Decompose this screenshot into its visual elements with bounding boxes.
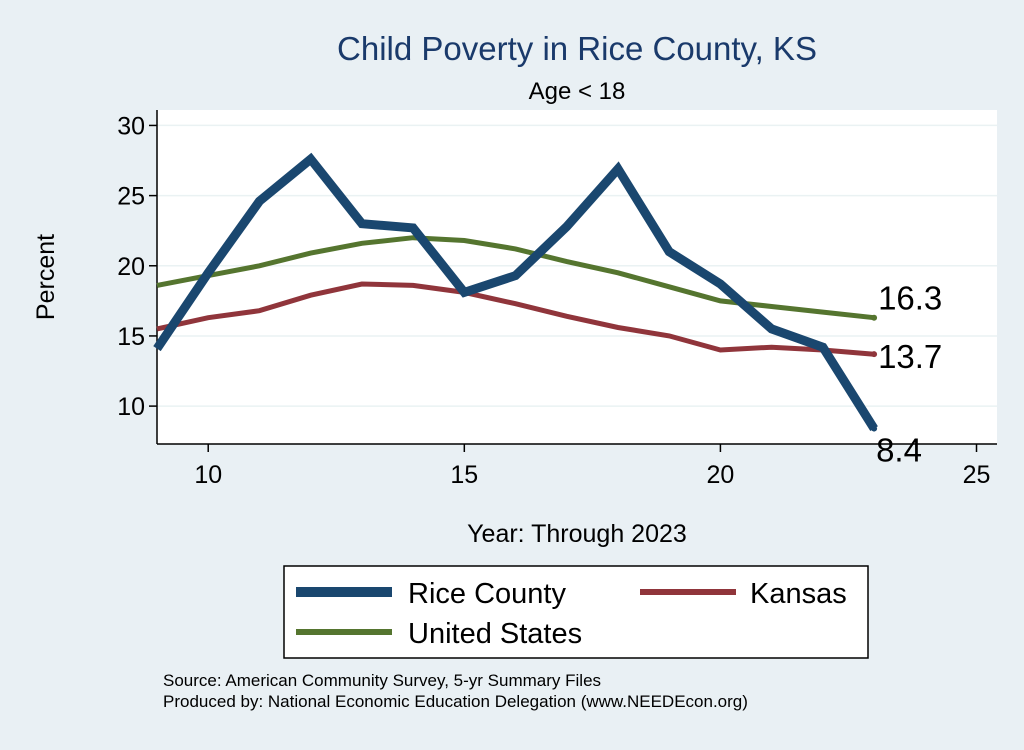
legend: Rice County Kansas United States: [296, 578, 847, 650]
source-line-1: Source: American Community Survey, 5-yr …: [163, 671, 601, 690]
y-tick-label: 25: [117, 183, 145, 211]
legend-box: [283, 565, 869, 659]
x-tick-label: 10: [194, 461, 222, 489]
end-labels: 16.3 13.7 8.4: [876, 280, 942, 469]
x-tick-label: 20: [707, 461, 735, 489]
y-tick-label: 10: [117, 393, 145, 421]
legend-label-0: Rice County: [408, 578, 566, 610]
series-end-marker-1: [871, 351, 878, 358]
y-tick-label: 15: [117, 323, 145, 351]
chart-subtitle: Age < 18: [529, 78, 626, 105]
series-end-marker-0: [871, 425, 878, 432]
legend-label-1: Kansas: [750, 578, 847, 610]
series-line-2: [156, 235, 875, 321]
end-label-2: 16.3: [878, 280, 942, 317]
y-axis-title: Percent: [32, 234, 60, 320]
series-line-1: [156, 281, 875, 357]
axis-ticks: 10 15 20 25 30 10 15 20 25: [117, 112, 990, 489]
series-line-0: [153, 152, 878, 431]
x-tick-label: 25: [963, 461, 991, 489]
end-label-0: 8.4: [876, 432, 922, 469]
x-axis-title: Year: Through 2023: [467, 520, 687, 548]
end-label-1: 13.7: [878, 338, 942, 375]
series-end-marker-2: [871, 314, 878, 321]
y-tick-label: 20: [117, 253, 145, 281]
source-line-2: Produced by: National Economic Education…: [163, 692, 748, 711]
series-lines: [153, 152, 878, 432]
plot-area: [157, 110, 997, 444]
y-tick-label: 30: [117, 112, 145, 140]
legend-label-2: United States: [408, 618, 582, 650]
chart-title: Child Poverty in Rice County, KS: [337, 30, 817, 67]
x-tick-label: 15: [450, 461, 478, 489]
